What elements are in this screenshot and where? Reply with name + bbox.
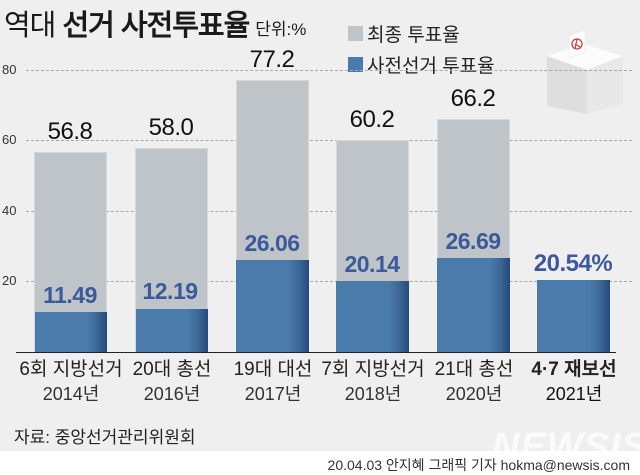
value-early: 11.49 bbox=[43, 282, 97, 308]
value-total: 60.2 bbox=[349, 106, 395, 133]
y-tick: 20 bbox=[2, 273, 17, 288]
x-label-year: 2021년 bbox=[545, 384, 603, 404]
bar-early-2018 bbox=[336, 281, 409, 352]
legend-item-early: 사전선거 투표율 bbox=[348, 49, 495, 80]
y-tick: 60 bbox=[2, 132, 17, 147]
ballot-box-icon bbox=[547, 29, 623, 114]
legend-swatch-total-icon bbox=[348, 26, 363, 41]
bar-early-2020 bbox=[437, 258, 510, 352]
title-main: 선거 사전투표율 bbox=[62, 10, 250, 42]
bar-early-2021 bbox=[537, 280, 610, 352]
x-label-year: 2017년 bbox=[244, 384, 302, 404]
legend-label: 사전선거 투표율 bbox=[367, 56, 495, 77]
x-label-name: 7회 지방선거 bbox=[321, 359, 425, 380]
credit-line: 20.04.03 안지혜 그래픽 기자 hokma@newsis.com bbox=[327, 457, 630, 473]
x-label-year: 2018년 bbox=[344, 384, 402, 404]
value-early: 12.19 bbox=[142, 278, 198, 304]
title-prefix: 역대 bbox=[4, 10, 56, 42]
bar-early-2017 bbox=[236, 260, 309, 352]
value-early: 20.54% bbox=[533, 250, 613, 277]
value-total: 56.8 bbox=[47, 118, 93, 145]
x-label: 7회 지방선거 2018년 bbox=[318, 358, 428, 406]
x-label-year: 2014년 bbox=[42, 384, 100, 404]
value-total: 77.2 bbox=[249, 46, 295, 73]
page-title: 역대 선거 사전투표율 단위:% bbox=[4, 2, 306, 44]
gridline-40 bbox=[26, 211, 632, 212]
x-label: 6회 지방선거 2014년 bbox=[16, 358, 126, 406]
gridline-60 bbox=[26, 140, 632, 141]
x-label-name: 6회 지방선거 bbox=[19, 359, 123, 380]
legend: 최종 투표율 사전선거 투표율 bbox=[348, 18, 495, 80]
y-tick: 80 bbox=[2, 62, 17, 77]
gridline-20 bbox=[26, 281, 632, 282]
legend-item-total: 최종 투표율 bbox=[348, 18, 495, 49]
x-label-name: 4·7 재보선 bbox=[531, 359, 617, 380]
gridline-80 bbox=[26, 70, 632, 71]
source-note: 자료: 중앙선거관리위원회 bbox=[14, 428, 196, 447]
value-total: 66.2 bbox=[450, 85, 496, 112]
value-early: 26.06 bbox=[244, 230, 300, 256]
value-early: 26.69 bbox=[445, 228, 501, 254]
x-axis-baseline bbox=[16, 352, 616, 353]
x-label-name: 20대 총선 bbox=[132, 359, 212, 380]
x-label: 19대 대선 2017년 bbox=[218, 358, 328, 406]
legend-label: 최종 투표율 bbox=[367, 25, 460, 46]
bar-early-2014 bbox=[35, 312, 107, 352]
x-label: 4·7 재보선 2021년 bbox=[519, 358, 629, 406]
x-label: 20대 총선 2016년 bbox=[117, 358, 227, 406]
bar-early-2016 bbox=[136, 309, 208, 352]
x-label-name: 19대 대선 bbox=[233, 359, 313, 380]
x-label-year: 2020년 bbox=[445, 384, 503, 404]
y-tick: 40 bbox=[2, 203, 17, 218]
chart-panel: 역대 선거 사전투표율 단위:% 최종 투표율 사전선거 투표율 80 60 40… bbox=[0, 0, 640, 451]
x-label-name: 21대 총선 bbox=[434, 359, 514, 380]
legend-swatch-early-icon bbox=[348, 57, 363, 72]
x-label: 21대 총선 2020년 bbox=[419, 358, 529, 406]
value-early: 20.14 bbox=[344, 251, 400, 277]
x-label-year: 2016년 bbox=[143, 384, 201, 404]
unit-label: 단위:% bbox=[255, 20, 307, 39]
newsis-watermark: NEWSIS bbox=[492, 426, 640, 468]
value-total: 58.0 bbox=[148, 114, 194, 141]
